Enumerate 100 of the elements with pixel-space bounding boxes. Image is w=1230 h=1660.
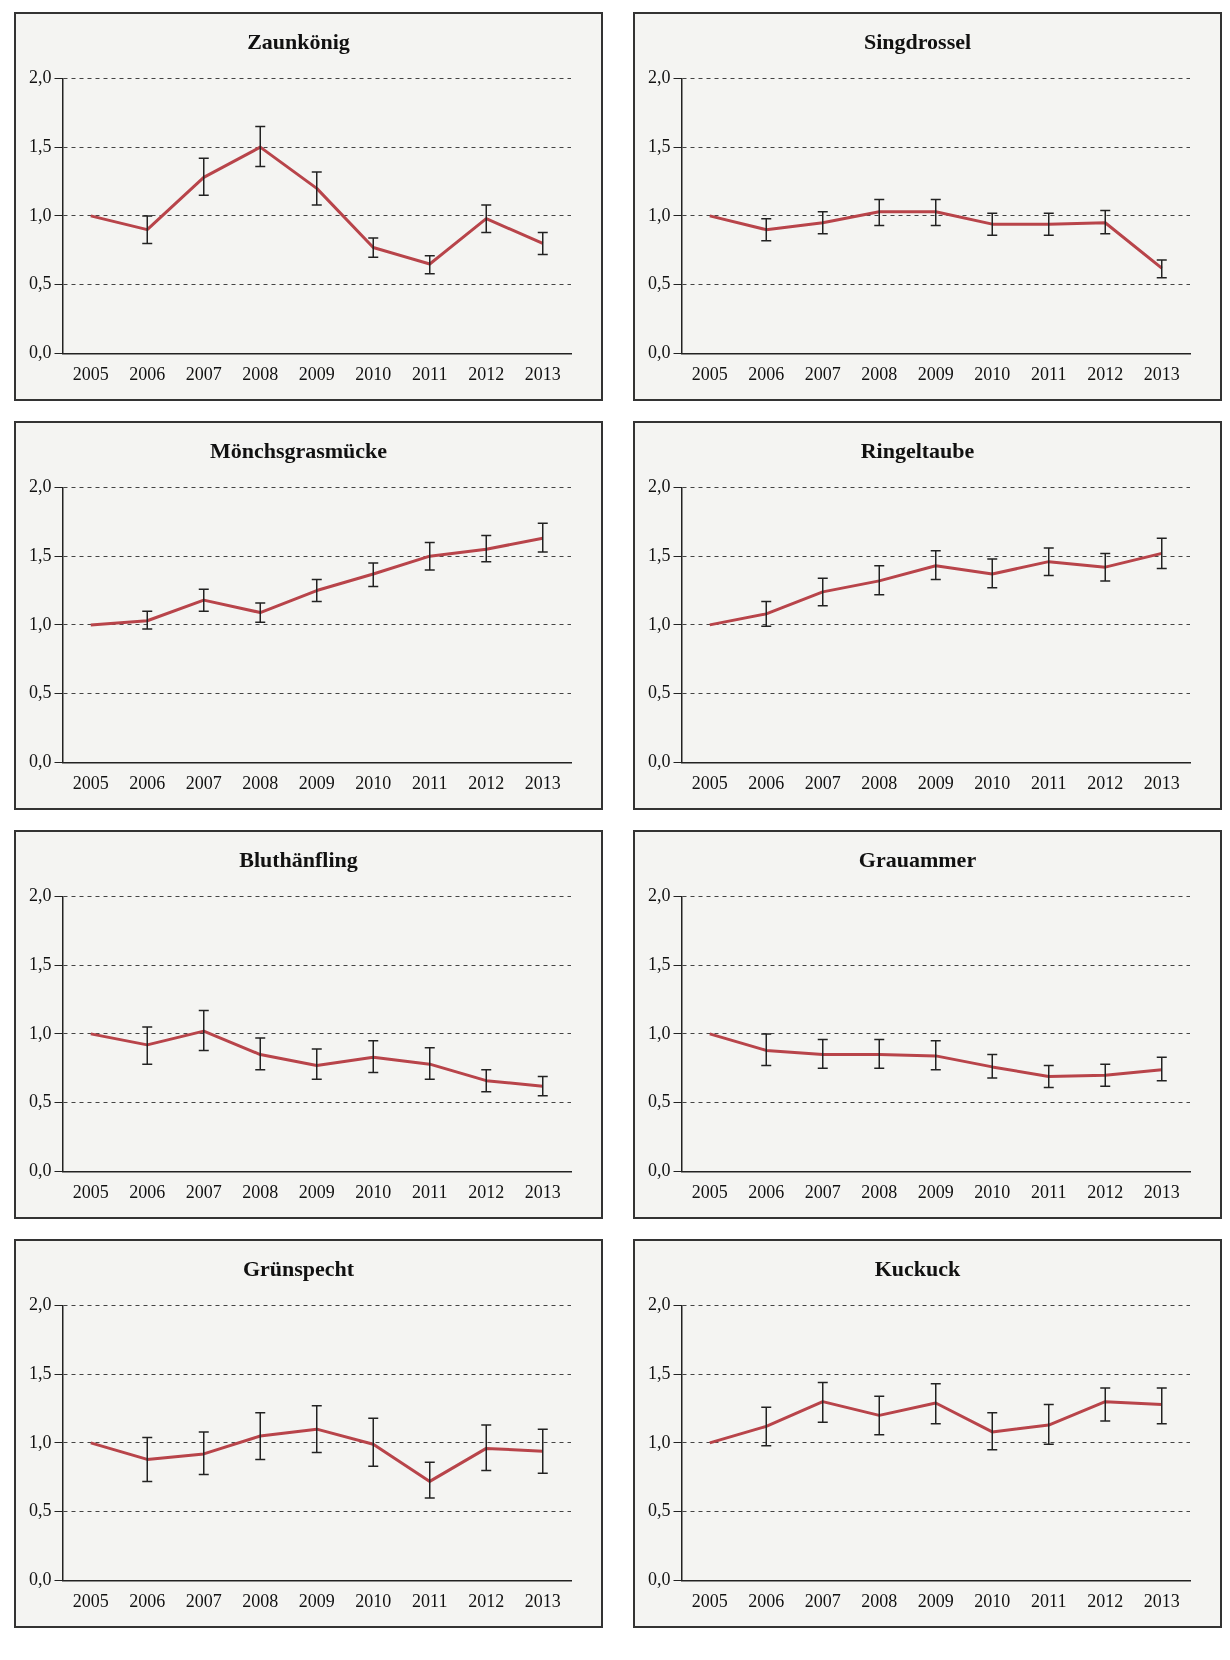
x-tick-label: 2007 [185,772,222,793]
x-tick-label: 2007 [185,1590,222,1611]
y-tick-label: 2,0 [648,1294,671,1315]
x-tick-label: 2005 [72,1181,109,1202]
x-tick-label: 2010 [355,1590,392,1611]
x-tick-label: 2009 [298,1590,335,1611]
y-tick-label: 1,5 [29,135,52,156]
y-tick-label: 1,0 [648,204,671,225]
x-tick-label: 2008 [861,1590,898,1611]
x-tick-label: 2009 [917,363,954,384]
y-tick-label: 0,5 [648,1091,671,1112]
y-tick-label: 0,5 [29,273,52,294]
y-tick-label: 0,5 [29,1500,52,1521]
x-tick-label: 2012 [1087,772,1124,793]
x-tick-label: 2005 [691,363,728,384]
x-tick-label: 2013 [1143,1590,1180,1611]
y-tick-label: 2,0 [648,67,671,88]
y-tick-label: 1,5 [29,544,52,565]
x-tick-label: 2009 [917,1181,954,1202]
x-tick-label: 2013 [1143,363,1180,384]
chart-title: Ringeltaube [860,437,975,463]
x-tick-label: 2006 [129,772,166,793]
x-tick-label: 2006 [748,1590,785,1611]
x-tick-label: 2010 [355,1181,392,1202]
chart-title: Mönchsgrasmücke [209,437,388,463]
x-tick-label: 2010 [974,363,1011,384]
x-tick-label: 2009 [298,772,335,793]
y-tick-label: 2,0 [648,885,671,906]
y-tick-label: 1,5 [648,1362,671,1383]
x-tick-label: 2011 [412,363,448,384]
x-tick-label: 2012 [1087,1181,1124,1202]
y-tick-label: 2,0 [29,1294,52,1315]
x-tick-label: 2007 [185,1181,222,1202]
x-tick-label: 2008 [242,772,279,793]
y-tick-label: 0,0 [29,1160,52,1181]
y-tick-label: 1,0 [29,1431,52,1452]
x-tick-label: 2006 [748,363,785,384]
x-tick-label: 2009 [917,772,954,793]
x-tick-label: 2007 [804,1590,841,1611]
y-tick-label: 0,5 [29,682,52,703]
y-tick-label: 1,5 [648,953,671,974]
x-tick-label: 2005 [691,1590,728,1611]
x-tick-label: 2005 [691,772,728,793]
x-tick-label: 2011 [1031,1590,1067,1611]
y-tick-label: 1,0 [648,613,671,634]
y-tick-label: 1,5 [648,544,671,565]
x-tick-label: 2010 [355,363,392,384]
x-tick-label: 2012 [468,1590,505,1611]
y-tick-label: 0,0 [648,1160,671,1181]
x-tick-label: 2005 [72,363,109,384]
x-tick-label: 2007 [185,363,222,384]
x-tick-label: 2013 [524,772,561,793]
chart-title: Kuckuck [874,1255,962,1281]
x-tick-label: 2013 [524,363,561,384]
y-tick-label: 0,5 [648,1500,671,1521]
x-tick-label: 2007 [804,1181,841,1202]
x-tick-label: 2009 [298,363,335,384]
y-tick-label: 0,5 [29,1091,52,1112]
y-tick-label: 1,0 [648,1022,671,1043]
y-tick-label: 1,0 [29,1022,52,1043]
x-tick-label: 2005 [691,1181,728,1202]
x-tick-label: 2008 [242,1181,279,1202]
x-tick-label: 2007 [804,772,841,793]
y-tick-label: 2,0 [29,476,52,497]
x-tick-label: 2011 [412,1590,448,1611]
y-tick-label: 0,0 [29,751,52,772]
x-tick-label: 2012 [1087,1590,1124,1611]
x-tick-label: 2008 [861,772,898,793]
y-tick-label: 1,0 [29,613,52,634]
x-tick-label: 2012 [468,772,505,793]
y-tick-label: 1,5 [29,1362,52,1383]
x-tick-label: 2010 [974,772,1011,793]
x-tick-label: 2008 [861,363,898,384]
x-tick-label: 2008 [242,363,279,384]
chart-title: Grauammer [858,846,977,872]
x-tick-label: 2009 [917,1590,954,1611]
x-tick-label: 2006 [748,772,785,793]
chart-title: Bluthänfling [239,846,358,872]
x-tick-label: 2005 [72,1590,109,1611]
x-tick-label: 2013 [1143,1181,1180,1202]
x-tick-label: 2013 [524,1181,561,1202]
y-tick-label: 1,5 [29,953,52,974]
chart-title: Zaunkönig [247,28,350,54]
y-tick-label: 0,5 [648,273,671,294]
y-tick-label: 0,0 [648,342,671,363]
x-tick-label: 2008 [861,1181,898,1202]
y-tick-label: 0,0 [29,342,52,363]
y-tick-label: 0,5 [648,682,671,703]
y-tick-label: 2,0 [29,67,52,88]
x-tick-label: 2006 [129,363,166,384]
x-tick-label: 2007 [804,363,841,384]
x-tick-label: 2010 [974,1590,1011,1611]
x-tick-label: 2010 [974,1181,1011,1202]
chart-title: Grünspecht [242,1255,355,1281]
x-tick-label: 2012 [468,363,505,384]
y-tick-label: 0,0 [648,1569,671,1590]
y-tick-label: 2,0 [648,476,671,497]
x-tick-label: 2010 [355,772,392,793]
y-tick-label: 1,0 [29,204,52,225]
x-tick-label: 2011 [1031,772,1067,793]
